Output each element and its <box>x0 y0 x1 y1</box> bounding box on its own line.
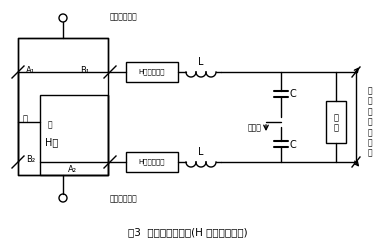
Text: C: C <box>290 140 296 150</box>
Text: 大功率电源－: 大功率电源－ <box>110 194 138 204</box>
Text: C: C <box>290 89 296 99</box>
Bar <box>18 38 108 175</box>
Text: 图3  大功率输出部分(H 桥和滤波电路): 图3 大功率输出部分(H 桥和滤波电路) <box>128 227 248 237</box>
Text: B₂: B₂ <box>26 156 35 165</box>
Text: H桥: H桥 <box>45 137 59 147</box>
Text: －: － <box>48 121 53 129</box>
Text: 大功率电源＋: 大功率电源＋ <box>110 13 138 21</box>
Text: 参考地: 参考地 <box>248 124 262 132</box>
Text: 负: 负 <box>334 114 338 123</box>
Bar <box>326 101 346 143</box>
Text: A₂: A₂ <box>68 165 77 174</box>
Text: 载: 载 <box>334 124 338 132</box>
Text: B₁: B₁ <box>80 65 89 75</box>
Bar <box>40 95 108 175</box>
Text: ＋: ＋ <box>23 115 28 124</box>
Text: 至
电
压
采
样
电
路: 至 电 压 采 样 电 路 <box>368 86 373 158</box>
Bar <box>126 62 178 82</box>
Bar <box>126 152 178 172</box>
Text: A₁: A₁ <box>26 65 35 75</box>
Text: H桥负输出端: H桥负输出端 <box>139 159 165 165</box>
Text: H桥正输出端: H桥正输出端 <box>139 69 165 75</box>
Text: L: L <box>198 57 204 67</box>
Text: L: L <box>198 147 204 157</box>
